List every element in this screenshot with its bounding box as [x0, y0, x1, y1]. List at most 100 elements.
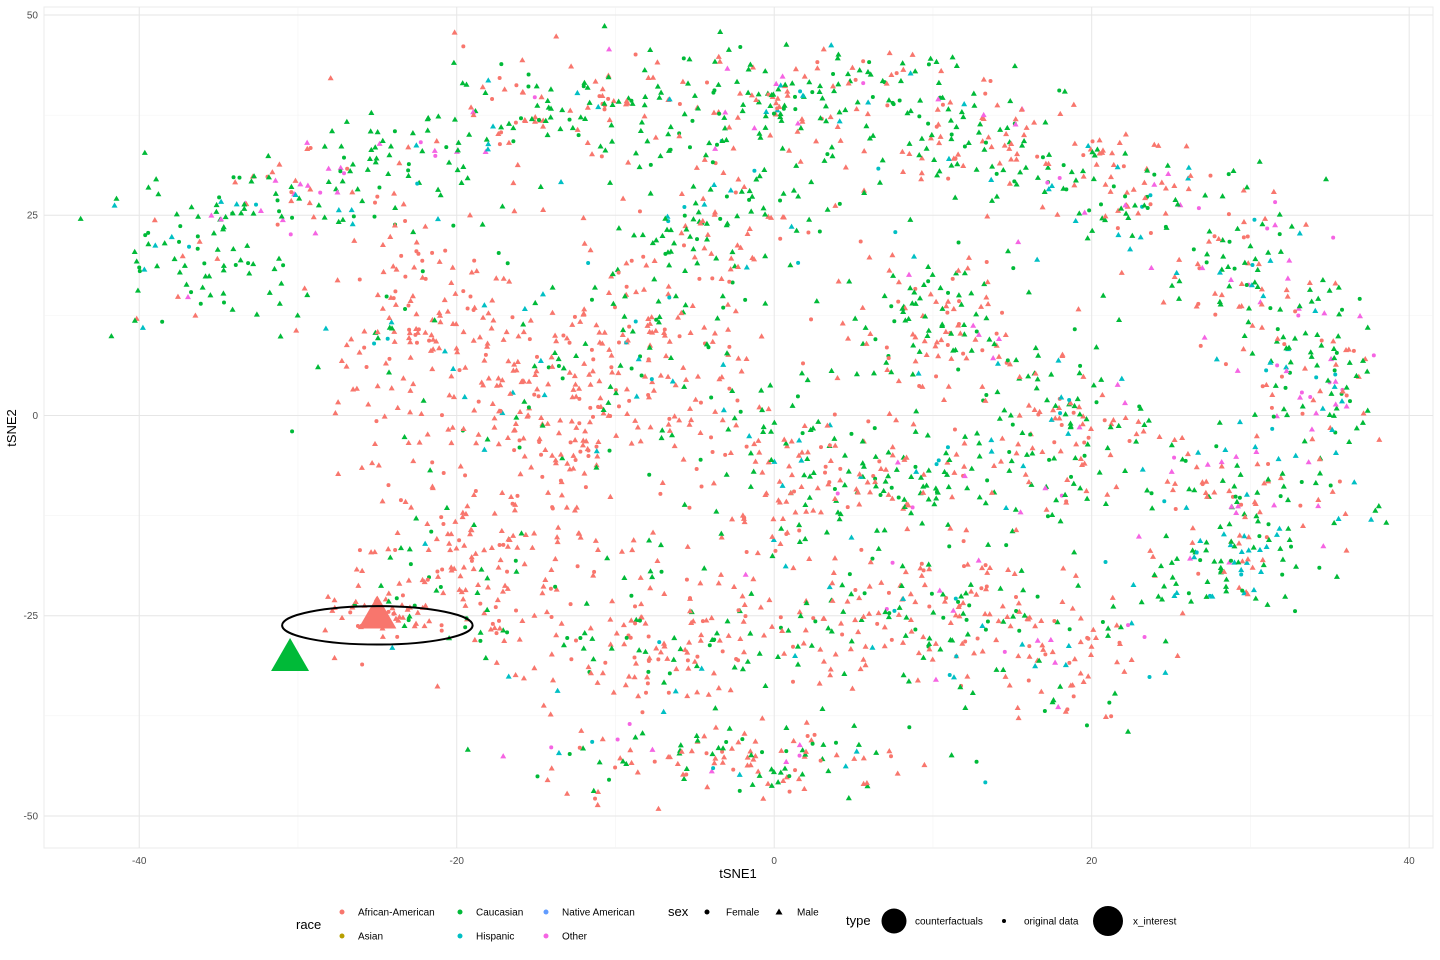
data-point-male	[1345, 346, 1352, 352]
data-point-male	[1273, 531, 1280, 537]
data-point-male	[1077, 670, 1084, 676]
data-point-male	[906, 271, 913, 277]
data-point-male	[628, 440, 635, 446]
data-point-female	[940, 102, 945, 107]
data-point-male	[595, 103, 602, 110]
data-point-male	[587, 381, 594, 387]
data-point-male	[860, 656, 867, 662]
data-point-male	[605, 74, 612, 80]
data-point-female	[556, 363, 561, 368]
data-point-male	[788, 223, 795, 229]
data-point-male	[584, 104, 591, 110]
data-point-male	[740, 649, 747, 655]
data-point-male	[885, 473, 892, 479]
data-point-female	[549, 614, 554, 619]
data-point-female	[490, 621, 495, 626]
data-point-male	[962, 433, 969, 439]
data-point-male	[472, 550, 479, 556]
data-point-female	[1040, 155, 1045, 160]
data-point-male	[505, 673, 512, 679]
data-point-male	[155, 191, 162, 197]
data-point-male	[379, 305, 386, 311]
data-point-male	[1014, 704, 1021, 710]
data-point-male	[625, 673, 632, 679]
data-point-female	[553, 584, 558, 589]
data-point-male	[485, 584, 492, 590]
data-point-female	[627, 324, 632, 329]
data-point-male	[518, 530, 525, 536]
data-point-male	[1260, 292, 1267, 299]
data-point-male	[845, 70, 852, 77]
data-point-male	[641, 113, 648, 119]
data-point-male	[674, 760, 681, 767]
data-point-male	[502, 582, 509, 588]
data-point-male	[848, 534, 855, 540]
data-point-female	[873, 476, 878, 481]
data-point-female	[1296, 313, 1301, 318]
data-point-female	[792, 489, 797, 494]
data-point-male	[1015, 714, 1022, 721]
data-point-male	[1172, 480, 1179, 486]
data-point-female	[568, 602, 573, 607]
data-point-female	[892, 608, 897, 613]
data-point-male	[665, 421, 672, 427]
data-point-male	[529, 544, 536, 550]
data-point-male	[677, 645, 684, 652]
data-point-female	[699, 484, 704, 489]
data-point-male	[1211, 489, 1218, 495]
data-point-male	[1013, 156, 1020, 162]
data-point-male	[862, 643, 869, 649]
data-point-male	[1274, 335, 1281, 341]
data-point-male	[963, 355, 970, 361]
data-point-male	[334, 277, 341, 283]
data-point-male	[783, 724, 790, 730]
legend-race-title: race	[296, 917, 321, 932]
data-point-male	[382, 596, 389, 602]
data-point-male	[851, 722, 858, 728]
data-point-female	[494, 631, 499, 636]
data-point-male	[590, 787, 597, 794]
data-point-male	[946, 456, 953, 463]
data-point-female	[463, 625, 468, 630]
data-point-male	[558, 492, 565, 498]
data-point-male	[731, 415, 738, 421]
data-point-male	[489, 400, 496, 407]
data-point-female	[640, 710, 645, 715]
data-point-female	[1082, 440, 1087, 445]
data-point-male	[213, 201, 220, 208]
data-point-male	[928, 131, 935, 138]
data-point-female	[887, 611, 892, 616]
data-point-male	[1110, 603, 1117, 609]
data-point-male	[1122, 202, 1129, 208]
data-point-male	[902, 317, 909, 323]
data-point-male	[749, 193, 756, 199]
data-point-male	[895, 377, 902, 384]
data-point-male	[664, 655, 671, 661]
data-point-male	[816, 680, 823, 686]
data-point-male	[466, 131, 473, 137]
data-point-male	[1158, 562, 1165, 569]
data-point-male	[960, 113, 967, 120]
data-point-female	[646, 357, 651, 362]
data-point-male	[1077, 638, 1084, 645]
data-point-male	[385, 546, 392, 552]
data-point-male	[1225, 263, 1232, 269]
data-point-male	[978, 303, 985, 309]
data-point-female	[400, 593, 405, 598]
data-point-female	[497, 142, 502, 147]
data-point-male	[1118, 205, 1125, 211]
data-point-male	[746, 433, 753, 439]
data-point-male	[613, 630, 620, 636]
data-point-male	[464, 746, 471, 752]
data-point-male	[1226, 283, 1233, 289]
data-point-male	[580, 645, 587, 651]
data-point-male	[789, 80, 796, 86]
data-point-male	[813, 138, 820, 144]
data-point-male	[1141, 202, 1148, 208]
data-point-male	[671, 240, 678, 246]
data-point-male	[564, 460, 571, 466]
data-point-male	[800, 640, 807, 646]
data-point-female	[394, 596, 399, 601]
data-point-female	[1252, 217, 1257, 222]
data-point-male	[927, 135, 934, 141]
